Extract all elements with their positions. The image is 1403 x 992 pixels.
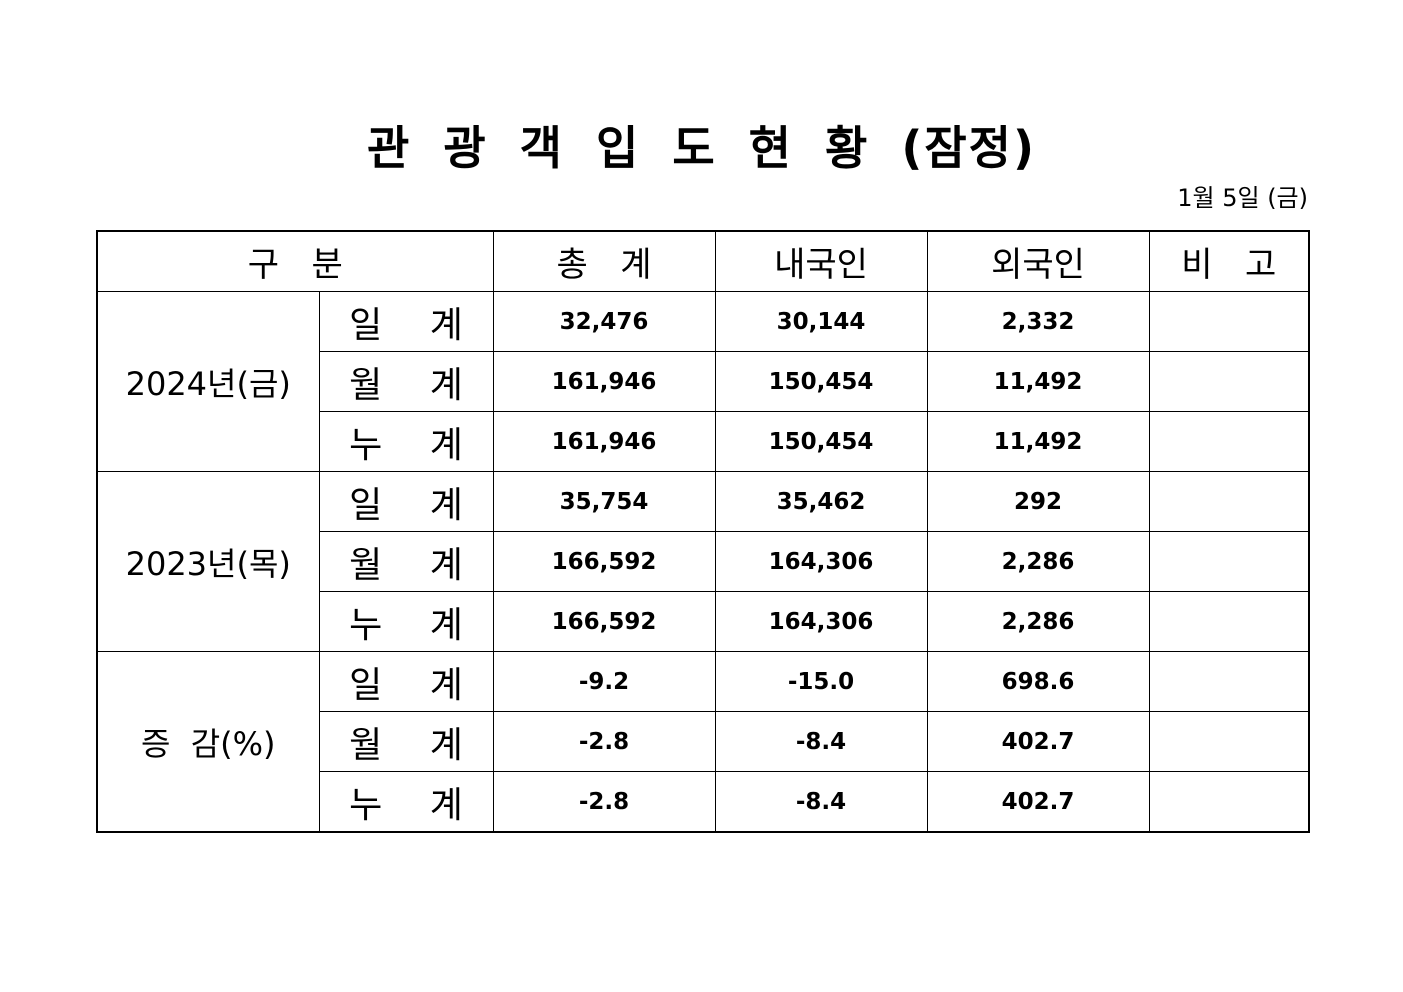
period-label: 일 계 [318,471,494,532]
note-cell [1148,651,1310,712]
header-category: 구 분 [96,230,494,292]
table-row: 증 감(%) 일 계 -9.2 -15.0 698.6 [96,651,1310,833]
foreign-cell: 2,286 [926,531,1150,592]
period-label: 누 계 [318,591,494,652]
group-label: 2024년(금) [96,291,320,472]
period-label: 일 계 [318,651,494,712]
note-cell [1148,471,1310,532]
table-row: 2024년(금) 일 계 32,476 30,144 2,332 [96,291,1310,472]
period-label: 월 계 [318,711,494,772]
foreign-cell: 292 [926,471,1150,532]
period-label: 누 계 [318,771,494,833]
note-cell [1148,411,1310,472]
header-note: 비 고 [1148,230,1310,292]
period-label: 월 계 [318,531,494,592]
total-cell: 166,592 [492,531,716,592]
foreign-cell: 11,492 [926,351,1150,412]
tourist-arrivals-table: 구 분 총 계 내국인 외국인 비 고 2024년(금) 일 계 32,476 30,… [96,230,1310,833]
period-label: 누 계 [318,411,494,472]
note-cell [1148,291,1310,352]
total-cell: 161,946 [492,411,716,472]
domestic-cell: -8.4 [714,771,928,833]
total-cell: -9.2 [492,651,716,712]
header-row: 구 분 총 계 내국인 외국인 비 고 [96,230,1310,292]
total-cell: 166,592 [492,591,716,652]
group-label: 증 감(%) [96,651,320,833]
header-domestic: 내국인 [714,230,928,292]
domestic-cell: 164,306 [714,591,928,652]
note-cell [1148,591,1310,652]
foreign-cell: 402.7 [926,711,1150,772]
total-cell: 32,476 [492,291,716,352]
foreign-cell: 2,332 [926,291,1150,352]
foreign-cell: 698.6 [926,651,1150,712]
domestic-cell: 150,454 [714,351,928,412]
total-cell: -2.8 [492,771,716,833]
header-total: 총 계 [492,230,716,292]
table-row: 2023년(목) 일 계 35,754 35,462 292 [96,471,1310,652]
table-row: 월 계 166,592 164,306 2,286 [97,531,1310,592]
domestic-cell: 30,144 [714,291,928,352]
total-cell: 161,946 [492,351,716,412]
total-cell: 35,754 [492,471,716,532]
foreign-cell: 2,286 [926,591,1150,652]
foreign-cell: 11,492 [926,411,1150,472]
note-cell [1148,771,1310,833]
foreign-cell: 402.7 [926,771,1150,833]
table-row: 월 계 -2.8 -8.4 402.7 [97,711,1310,772]
domestic-cell: -8.4 [714,711,928,772]
period-label: 월 계 [318,351,494,412]
domestic-cell: -15.0 [714,651,928,712]
report-date: 1월 5일 (금) [1177,184,1308,212]
page-title: 관 광 객 입 도 현 황 (잠정) [366,121,1037,175]
domestic-cell: 150,454 [714,411,928,472]
note-cell [1148,351,1310,412]
table-row: 누 계 166,592 164,306 2,286 [97,591,1310,652]
table-row: 누 계 161,946 150,454 11,492 [97,411,1310,472]
total-cell: -2.8 [492,711,716,772]
period-label: 일 계 [318,291,494,352]
note-cell [1148,531,1310,592]
header-foreign: 외국인 [926,230,1150,292]
table-row: 누 계 -2.8 -8.4 402.7 [97,771,1310,833]
domestic-cell: 164,306 [714,531,928,592]
note-cell [1148,711,1310,772]
domestic-cell: 35,462 [714,471,928,532]
group-label: 2023년(목) [96,471,320,652]
